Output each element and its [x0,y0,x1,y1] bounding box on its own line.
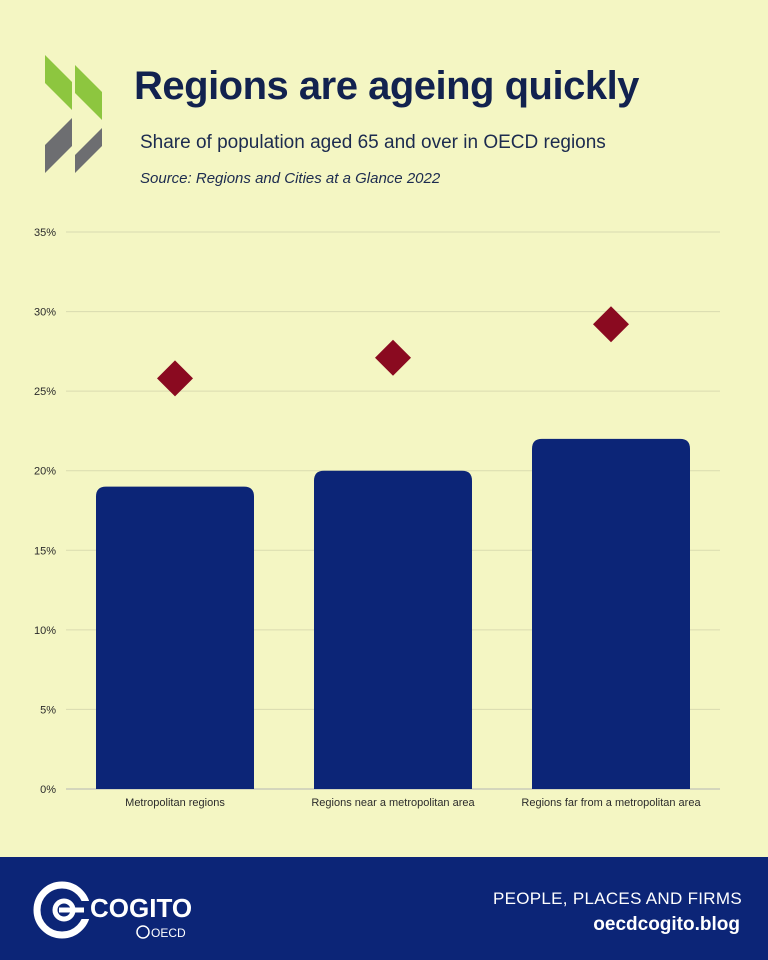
y-tick-label: 5% [40,704,56,716]
x-category-label: Regions far from a metropolitan area [521,797,701,809]
cogito-logo[interactable]: COGITO OECD [32,879,202,941]
source-note: Source: Regions and Cities at a Glance 2… [140,170,441,187]
bar-series [96,438,690,789]
chart-area: 0% 5% 10% 15% 20% 25% 30% 35% Metropolitan regi… [34,227,720,809]
x-axis: Metropolitan regions Regions near a metro… [125,797,701,809]
brand-name: COGITO [90,893,192,923]
y-tick-label: 25% [34,386,56,398]
bar [532,438,690,789]
oecd-globe-icon [136,925,150,939]
y-tick-label: 15% [34,545,56,557]
chart-subtitle: Share of population aged 65 and over in … [140,132,606,153]
y-tick-label: 20% [34,466,56,478]
diamond-series [157,306,629,397]
diamond-marker [375,339,411,376]
footer: COGITO OECD PEOPLE, PLACES AND FIRMS oec… [0,857,768,960]
diamond-marker [593,306,629,343]
x-category-label: Metropolitan regions [125,797,225,809]
header: Regions are ageing quickly Share of popu… [0,0,768,215]
footer-tagline: PEOPLE, PLACES AND FIRMS [492,889,742,908]
bar [96,486,254,789]
y-tick-label: 35% [34,227,56,239]
cogito-logo-icon [33,881,96,939]
oecd-logo-icon [45,55,102,173]
page-title: Regions are ageing quickly [134,64,639,108]
bar [314,470,472,789]
diamond-marker [157,360,193,397]
footer-url[interactable]: oecdcogito.blog [593,914,740,935]
x-category-label: Regions near a metropolitan area [311,797,475,809]
brand-sub: OECD [151,926,186,940]
y-axis: 0% 5% 10% 15% 20% 25% 30% 35% [34,227,56,796]
y-tick-label: 10% [34,625,56,637]
y-tick-label: 0% [40,784,56,796]
y-tick-label: 30% [34,307,56,319]
